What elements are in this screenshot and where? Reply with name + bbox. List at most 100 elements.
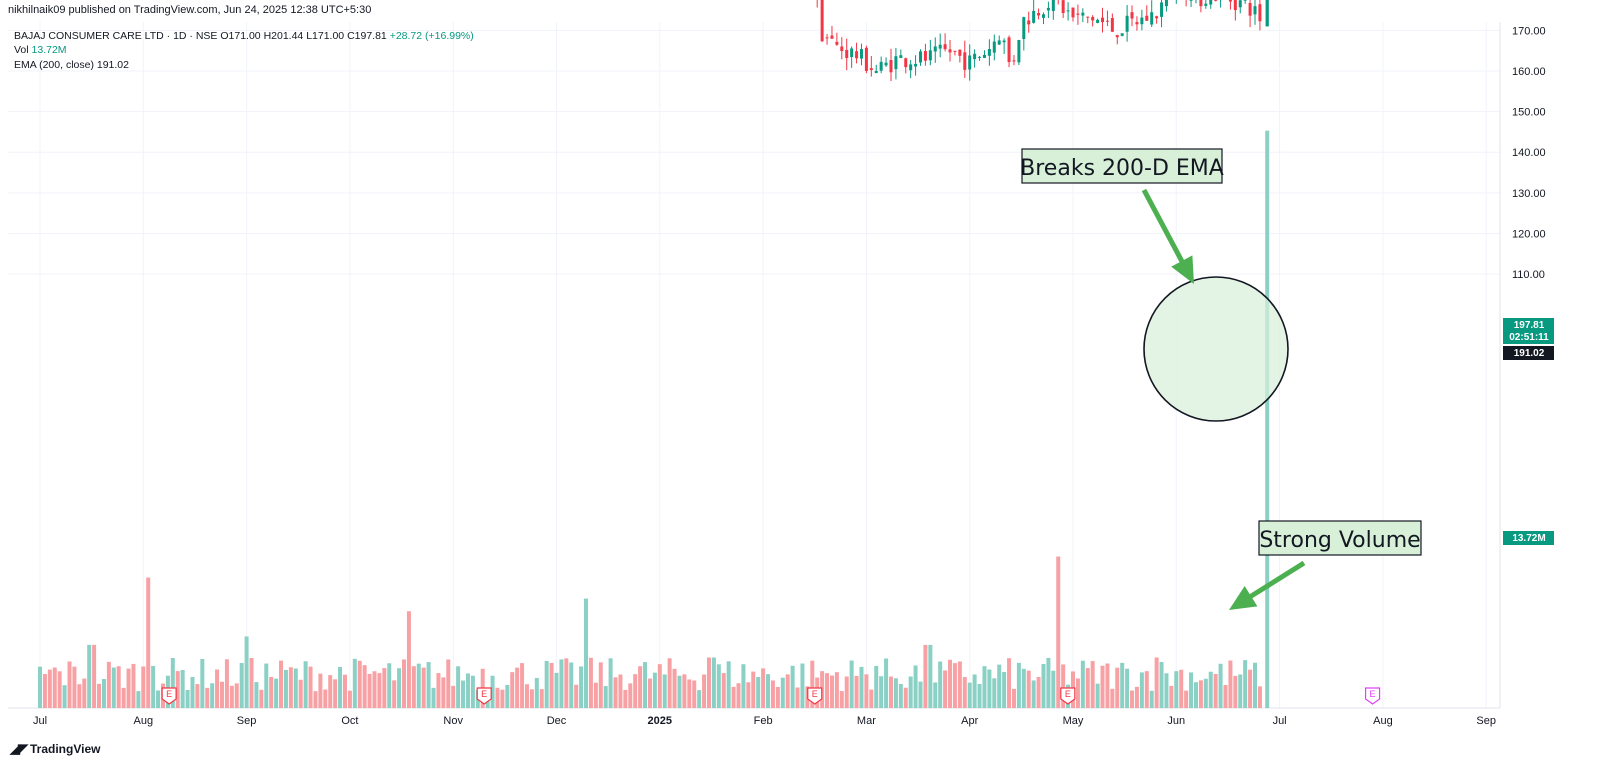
volume-bar: [1100, 665, 1105, 708]
candle-body: [909, 64, 913, 71]
volume-price-tag: [1503, 531, 1554, 545]
volume-bar: [957, 661, 962, 708]
volume-bar: [706, 657, 711, 708]
earnings-marker-upcoming-label: E: [1370, 689, 1376, 699]
volume-bar: [1253, 662, 1258, 708]
volume-bar: [647, 678, 652, 708]
volume-bar: [97, 683, 102, 708]
candle-body: [1012, 60, 1016, 62]
candle-body: [1258, 4, 1262, 22]
candle-body: [1076, 13, 1080, 15]
volume-bar: [972, 674, 977, 708]
volume-bar: [736, 683, 741, 708]
volume-bar: [38, 666, 42, 708]
volume-bar: [308, 666, 313, 708]
volume-bar: [67, 661, 72, 708]
volume-bar: [249, 657, 254, 708]
volume-bar: [879, 676, 884, 708]
volume-bar: [952, 663, 957, 708]
volume-bar: [515, 667, 520, 708]
tradingview-logo-icon: ◢◤: [10, 741, 28, 756]
volume-bar: [884, 658, 889, 708]
volume-bar: [623, 689, 628, 708]
volume-bar: [1169, 685, 1174, 708]
volume-bar: [1144, 671, 1149, 708]
volume-bar: [229, 685, 234, 708]
last-price-tag-text: 02:51:11: [1509, 332, 1549, 343]
volume-bar: [42, 674, 47, 708]
breakout-candle-body-front: [1265, 0, 1269, 27]
candle-body: [1243, 0, 1247, 1]
candle-body: [1027, 20, 1031, 25]
volume-bar: [1002, 672, 1007, 708]
volume-bar: [1046, 657, 1051, 708]
candle-body: [1164, 0, 1168, 7]
earnings-marker-label: E: [481, 689, 487, 699]
volume-bar: [997, 664, 1002, 708]
candle-body: [923, 51, 927, 61]
volume-bar: [726, 661, 731, 708]
volume-bar: [544, 660, 549, 708]
volume-bar: [962, 677, 967, 708]
volume-bar: [185, 689, 190, 708]
candle-body: [1209, 0, 1213, 5]
price-tick-label: 150.00: [1512, 107, 1546, 119]
candle-body: [997, 40, 1001, 45]
earnings-marker-label: E: [1065, 689, 1071, 699]
candle-body: [1145, 15, 1149, 21]
volume-bar: [520, 663, 525, 708]
volume-bar: [52, 667, 57, 708]
volume-bar: [136, 691, 141, 708]
volume-bar: [156, 690, 161, 708]
volume-bar: [111, 667, 116, 708]
volume-bar: [692, 680, 697, 708]
volume-bar: [967, 682, 972, 708]
candle-body: [933, 46, 937, 52]
price-change: +28.72 (+16.99%): [389, 30, 474, 42]
volume-bar: [451, 685, 456, 708]
candle-body: [973, 53, 977, 60]
candle-body: [1214, 0, 1218, 1]
volume-bar: [1233, 675, 1238, 708]
volume-bar: [274, 678, 279, 708]
volume-bar: [352, 658, 357, 708]
volume-bar: [1139, 672, 1144, 708]
volume-bar: [333, 679, 338, 708]
candle-body: [820, 0, 824, 42]
volume-bar: [785, 674, 790, 708]
volume-bar: [1238, 674, 1243, 708]
volume-bar: [849, 660, 854, 708]
volume-bar: [72, 666, 77, 708]
volume-bar: [933, 682, 938, 708]
candle-body: [953, 50, 957, 52]
candle-body: [1051, 0, 1055, 11]
volume-bar: [220, 681, 225, 708]
earnings-marker: [1060, 687, 1076, 705]
candle-body: [1002, 40, 1006, 43]
volume-bar: [1051, 670, 1056, 708]
time-tick-label: Feb: [754, 715, 773, 727]
volume-value: 13.72M: [31, 44, 67, 56]
volume-bar: [151, 665, 156, 708]
volume-bar: [1105, 663, 1110, 708]
volume-bar: [328, 675, 333, 708]
price-tick-label: 140.00: [1512, 147, 1546, 159]
volume-bar: [918, 681, 923, 708]
volume-bar: [913, 665, 918, 708]
candle-body: [1007, 37, 1011, 63]
volume-bar: [269, 676, 274, 708]
volume-bar: [770, 680, 775, 708]
volume-bar: [643, 662, 648, 708]
volume-bar: [1213, 673, 1218, 708]
candle-body: [879, 61, 883, 71]
candle-body: [894, 56, 898, 70]
candle-body: [992, 41, 996, 53]
ema-break-annotation-box: [1021, 148, 1223, 184]
volume-bar: [1159, 661, 1164, 708]
volume-bar: [446, 659, 451, 708]
volume-bar: [470, 675, 475, 708]
candle-body: [943, 44, 947, 50]
ema-price-tag-text: 191.02: [1514, 348, 1545, 359]
volume-bar: [687, 679, 692, 708]
volume-bar: [215, 669, 220, 708]
